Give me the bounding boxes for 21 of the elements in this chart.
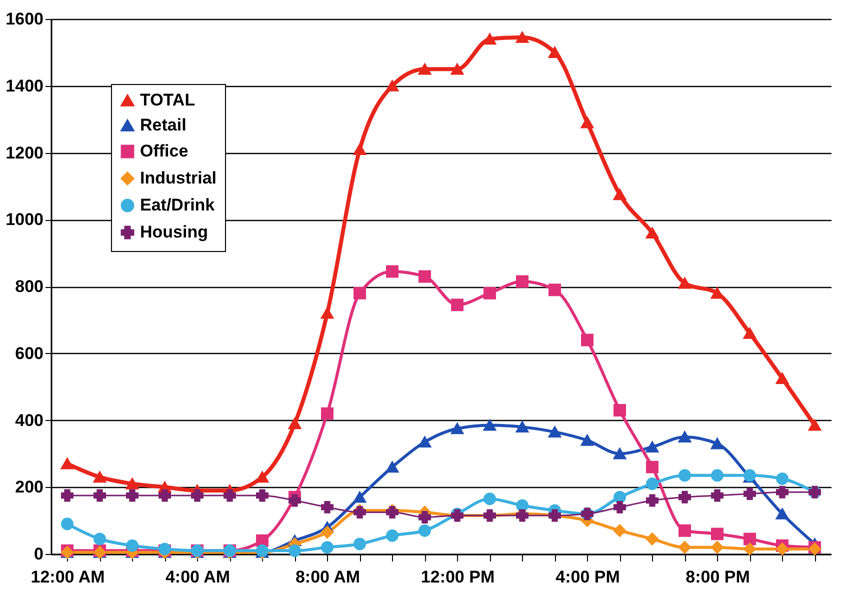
x-tick-label: 4:00 PM xyxy=(556,568,620,586)
y-tick-label: 200 xyxy=(15,478,44,497)
y-tick-label: 1200 xyxy=(6,143,44,162)
x-tick-label: 12:00 AM xyxy=(30,568,105,586)
legend-label: Industrial xyxy=(140,168,217,188)
legend-label: Eat/Drink xyxy=(140,196,216,214)
x-tick-label: 12:00 PM xyxy=(420,568,495,586)
x-tick-label: 8:00 PM xyxy=(686,568,750,586)
legend-label: Retail xyxy=(140,116,186,134)
x-tick-label: 8:00 AM xyxy=(295,568,360,586)
y-tick-label: 0 xyxy=(34,544,44,564)
y-tick-label: 1000 xyxy=(6,210,44,230)
y-tick-label: 800 xyxy=(15,277,44,296)
legend-label: Housing xyxy=(140,222,208,242)
y-tick-label: 1400 xyxy=(6,76,44,96)
legend-label: TOTAL xyxy=(140,90,196,110)
y-tick-label: 1600 xyxy=(6,10,44,28)
y-tick-label: 600 xyxy=(15,344,44,363)
legend-label: Office xyxy=(140,142,188,160)
x-tick-label: 4:00 AM xyxy=(165,568,230,586)
y-tick-label: 400 xyxy=(15,410,44,430)
